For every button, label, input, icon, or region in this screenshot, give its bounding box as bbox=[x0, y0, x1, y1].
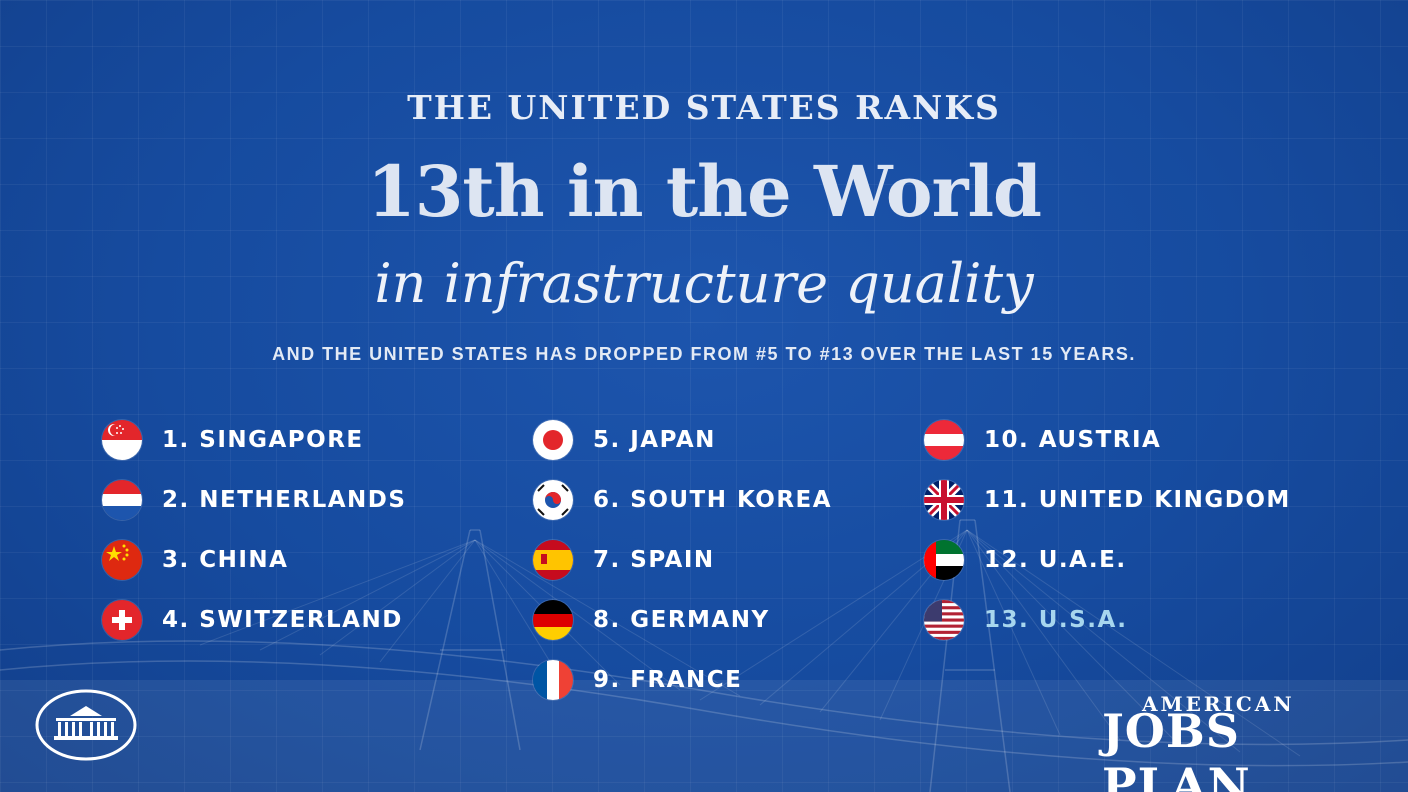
ranking-label: 5. JAPAN bbox=[593, 427, 716, 453]
headline-subject: in infrastructure quality bbox=[374, 252, 1034, 315]
ranking-item: 10. AUSTRIA bbox=[924, 418, 1161, 462]
logo-line-1: AMERICAN bbox=[1142, 692, 1295, 716]
ranking-item: 2. NETHERLANDS bbox=[102, 478, 406, 522]
ranking-item: 11. UNITED KINGDOM bbox=[924, 478, 1291, 522]
american-jobs-plan-logo: AMERICAN JOBS PLAN bbox=[1098, 692, 1388, 792]
headline-line-1: THE UNITED STATES RANKS bbox=[407, 88, 1001, 127]
switzerland-flag-icon bbox=[102, 600, 142, 640]
spain-flag-icon bbox=[533, 540, 573, 580]
ranking-label: 1. SINGAPORE bbox=[162, 427, 364, 453]
ranking-label: 10. AUSTRIA bbox=[984, 427, 1162, 453]
japan-flag-icon bbox=[533, 420, 573, 460]
france-flag-icon bbox=[533, 660, 573, 700]
united-kingdom-flag-icon bbox=[924, 480, 964, 520]
ranking-label: 4. SWITZERLAND bbox=[162, 607, 403, 633]
logo-line-2: JOBS PLAN bbox=[1102, 704, 1251, 792]
ranking-label: 9. FRANCE bbox=[593, 667, 743, 693]
ranking-item: 1. SINGAPORE bbox=[102, 418, 364, 462]
ranking-item: 8. GERMANY bbox=[533, 598, 770, 642]
ranking-label: 2. NETHERLANDS bbox=[162, 487, 407, 513]
ranking-label: 7. SPAIN bbox=[593, 547, 715, 573]
ranking-item: 12. U.A.E. bbox=[924, 538, 1127, 582]
ranking-label: 13. U.S.A. bbox=[984, 607, 1128, 633]
south-korea-flag-icon bbox=[533, 480, 573, 520]
bridge-blueprint-illustration bbox=[0, 519, 1408, 792]
ranking-item: 6. SOUTH KOREA bbox=[533, 478, 832, 522]
ranking-label: 3. CHINA bbox=[162, 547, 289, 573]
headline-subline: AND THE UNITED STATES HAS DROPPED FROM #… bbox=[272, 344, 1136, 364]
uae-flag-icon bbox=[924, 540, 964, 580]
ranking-item: 5. JAPAN bbox=[533, 418, 716, 462]
austria-flag-icon bbox=[924, 420, 964, 460]
germany-flag-icon bbox=[533, 600, 573, 640]
ranking-item: 7. SPAIN bbox=[533, 538, 715, 582]
ranking-label: 11. UNITED KINGDOM bbox=[984, 487, 1291, 513]
ranking-item: 4. SWITZERLAND bbox=[102, 598, 403, 642]
ranking-label: 12. U.A.E. bbox=[984, 547, 1127, 573]
usa-flag-icon bbox=[924, 600, 964, 640]
white-house-logo-icon bbox=[35, 689, 137, 761]
ranking-label: 8. GERMANY bbox=[593, 607, 770, 633]
singapore-flag-icon bbox=[102, 420, 142, 460]
ranking-label: 6. SOUTH KOREA bbox=[593, 487, 833, 513]
ranking-item: 3. CHINA bbox=[102, 538, 288, 582]
china-flag-icon bbox=[102, 540, 142, 580]
ranking-item: 9. FRANCE bbox=[533, 658, 742, 702]
netherlands-flag-icon bbox=[102, 480, 142, 520]
ranking-item-highlighted: 13. U.S.A. bbox=[924, 598, 1127, 642]
headline-rank: 13th in the World bbox=[366, 150, 1042, 233]
